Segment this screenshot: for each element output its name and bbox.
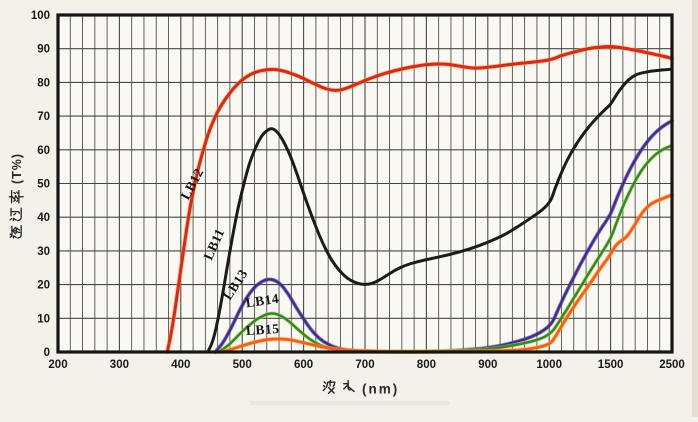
char-lv-glyph-stroke — [16, 199, 19, 203]
y-tick-label: 30 — [37, 246, 50, 258]
char-chang-glyph — [343, 379, 355, 393]
char-lv-glyph-stroke — [16, 191, 19, 194]
y-tick-label: 0 — [44, 347, 50, 359]
char-chang-glyph-stroke — [347, 385, 355, 393]
char-chang-glyph-stroke — [343, 383, 349, 390]
char-chang-glyph-stroke — [347, 379, 351, 391]
char-lv-glyph-stroke — [13, 199, 17, 202]
y-tick-label: 10 — [37, 313, 50, 325]
char-tou-glyph-stroke — [15, 230, 21, 234]
x-tick-label: 300 — [110, 359, 129, 371]
x-tick-label: 600 — [294, 359, 313, 371]
y-tick-label: 90 — [37, 44, 50, 56]
curve-LB11 — [206, 67, 674, 354]
x-tick-label: 1000 — [536, 359, 562, 371]
char-guo-glyph-stroke — [12, 217, 17, 221]
curve-label-LB14: LB14 — [245, 291, 280, 311]
char-lv-glyph — [8, 190, 24, 204]
char-bo-glyph-stroke — [327, 387, 335, 395]
char-guo-glyph-stroke — [9, 217, 13, 221]
curve-LB12 — [165, 45, 674, 354]
curve-LB14 — [217, 144, 674, 354]
char-guo-glyph-stroke — [13, 212, 17, 216]
char-bo-glyph-stroke — [325, 381, 329, 388]
char-guo-glyph-stroke — [10, 210, 20, 215]
y-axis-title: (T%) — [8, 153, 24, 239]
curve-LB13 — [213, 119, 674, 354]
x-axis-unit: (nm) — [362, 382, 399, 397]
char-tou-glyph-stroke — [9, 235, 13, 238]
char-tou-glyph-stroke — [12, 226, 17, 232]
char-bo-glyph-stroke — [332, 381, 336, 387]
x-tick-label: 1500 — [598, 359, 624, 371]
curve-LB15 — [221, 193, 674, 354]
char-guo-glyph — [9, 207, 22, 222]
char-bo-glyph — [322, 379, 336, 395]
char-guo-glyph-stroke — [17, 207, 22, 222]
char-lv-glyph-stroke — [13, 191, 17, 195]
y-tick-label: 50 — [37, 179, 50, 191]
y-tick-label: 60 — [37, 145, 50, 157]
char-bo-glyph-stroke — [322, 387, 326, 392]
y-tick-label: 20 — [37, 280, 50, 292]
char-lv-glyph-stroke — [11, 194, 19, 200]
x-tick-label: 200 — [48, 359, 67, 371]
x-tick-label: 900 — [478, 359, 497, 371]
char-tou-glyph-stroke — [12, 235, 17, 239]
char-bo-glyph-stroke — [322, 384, 326, 388]
y-tick-label: 100 — [31, 10, 50, 22]
y-tick-label: 80 — [37, 77, 50, 89]
char-tou-glyph-stroke — [12, 230, 17, 235]
plot-frame — [56, 13, 674, 354]
scan-edge-strip — [692, 0, 698, 417]
y-tick-label: 40 — [37, 212, 50, 224]
char-tou-glyph-stroke — [17, 225, 22, 239]
x-tick-label: 700 — [355, 359, 374, 371]
x-tick-label: 400 — [171, 359, 190, 371]
y-tick-label: 70 — [37, 111, 50, 123]
x-tick-label: 500 — [233, 359, 252, 371]
char-tou-glyph — [9, 225, 22, 239]
x-tick-label: 800 — [417, 359, 436, 371]
x-axis-title: (nm) — [322, 379, 399, 397]
scan-smudge — [250, 401, 450, 405]
y-axis-unit: (T%) — [10, 153, 24, 184]
gridlines — [57, 15, 673, 352]
curve-label-LB15: LB15 — [245, 321, 279, 338]
x-tick-label: 2500 — [659, 359, 685, 371]
char-bo-glyph-stroke — [323, 381, 327, 384]
